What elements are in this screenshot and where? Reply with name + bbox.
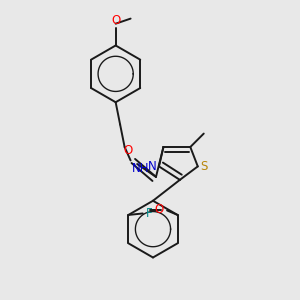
Text: S: S xyxy=(200,160,208,173)
Text: O: O xyxy=(123,145,133,158)
Text: O: O xyxy=(111,14,120,27)
Text: F: F xyxy=(146,207,153,220)
Text: O: O xyxy=(154,203,164,216)
Text: N: N xyxy=(148,160,157,173)
Text: NH: NH xyxy=(132,162,150,175)
